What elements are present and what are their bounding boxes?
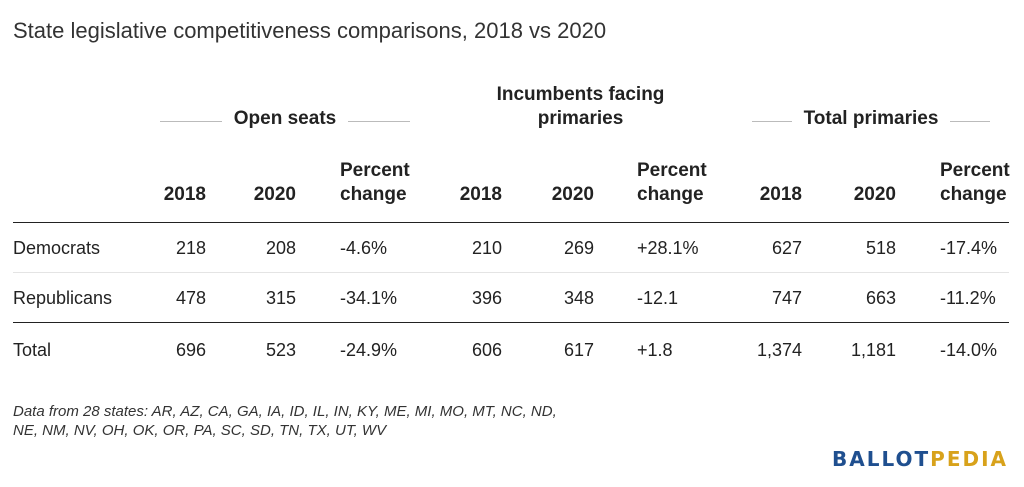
- col-tot-pct: Percent change: [940, 159, 1010, 207]
- row-label: Total: [13, 340, 52, 360]
- cell-open-2018: 218: [175, 238, 206, 258]
- cell-inc-2020: 617: [563, 340, 594, 360]
- cell-inc-2018: 210: [471, 238, 502, 258]
- cell-tot-2020: 518: [865, 238, 896, 258]
- cell-tot-pct: -14.0%: [940, 340, 998, 360]
- cell-open-2020: 315: [265, 288, 296, 308]
- cell-inc-pct: +28.1%: [637, 238, 699, 258]
- cell-inc-2020: 269: [563, 238, 594, 258]
- source-note: Data from 28 states: AR, AZ, CA, GA, IA,…: [13, 402, 613, 440]
- cell-tot-pct: -17.4%: [940, 238, 998, 258]
- col-open-pct: Percent change: [340, 159, 410, 207]
- col-tot-2018: 2018: [759, 184, 802, 205]
- cell-tot-pct: -11.2%: [940, 288, 996, 308]
- cell-open-2020: 208: [265, 238, 296, 258]
- cell-open-pct: -4.6%: [340, 238, 388, 258]
- col-open-2018: 2018: [163, 184, 206, 205]
- source-note-line2: NE, NM, NV, OH, OK, OR, PA, SC, SD, TN, …: [13, 422, 387, 439]
- header-divider: [13, 222, 1009, 223]
- col-inc-pct-line2: change: [637, 184, 704, 205]
- group-open-seats: Open seats: [233, 108, 337, 129]
- group-incumbents: Incumbents facing primaries: [478, 83, 683, 131]
- col-tot-2020: 2020: [853, 184, 896, 205]
- open-seats-rule-right: [348, 121, 410, 122]
- cell-tot-2018: 747: [771, 288, 802, 308]
- col-inc-pct-line1: Percent: [637, 160, 707, 181]
- row-label: Democrats: [13, 238, 101, 258]
- total-primaries-rule-left: [752, 121, 792, 122]
- cell-inc-pct: +1.8: [637, 340, 673, 360]
- total-divider: [13, 322, 1009, 323]
- col-open-2020: 2020: [253, 184, 296, 205]
- group-incumbents-line1: Incumbents facing: [496, 84, 665, 105]
- cell-inc-2018: 606: [471, 340, 502, 360]
- cell-open-2020: 523: [265, 340, 296, 360]
- cell-inc-2018: 396: [471, 288, 502, 308]
- row-divider-1: [13, 272, 1009, 273]
- source-note-line1: Data from 28 states: AR, AZ, CA, GA, IA,…: [13, 403, 557, 420]
- page-title: State legislative competitiveness compar…: [13, 18, 607, 43]
- col-inc-pct: Percent change: [637, 159, 707, 207]
- col-open-pct-line2: change: [340, 184, 407, 205]
- col-inc-2020: 2020: [551, 184, 594, 205]
- cell-tot-2020: 663: [865, 288, 896, 308]
- cell-tot-2020: 1,181: [850, 340, 896, 360]
- cell-open-pct: -24.9%: [340, 340, 398, 360]
- logo-part-ballot: BALLOT: [832, 447, 931, 471]
- row-label: Republicans: [13, 288, 113, 308]
- cell-open-pct: -34.1%: [340, 288, 398, 308]
- cell-tot-2018: 627: [771, 238, 802, 258]
- col-tot-pct-line1: Percent: [940, 160, 1010, 181]
- group-incumbents-line2: primaries: [537, 108, 624, 129]
- cell-open-2018: 696: [175, 340, 206, 360]
- col-open-pct-line1: Percent: [340, 160, 410, 181]
- cell-open-2018: 478: [175, 288, 206, 308]
- ballotpedia-logo: BALLOTPEDIA: [832, 447, 1008, 471]
- cell-tot-2018: 1,374: [756, 340, 802, 360]
- logo-part-pedia: PEDIA: [930, 447, 1008, 471]
- cell-inc-2020: 348: [563, 288, 594, 308]
- open-seats-rule-left: [160, 121, 222, 122]
- col-tot-pct-line2: change: [940, 184, 1007, 205]
- total-primaries-rule-right: [950, 121, 990, 122]
- col-inc-2018: 2018: [459, 184, 502, 205]
- cell-inc-pct: -12.1: [637, 288, 679, 308]
- group-total-primaries: Total primaries: [803, 108, 939, 129]
